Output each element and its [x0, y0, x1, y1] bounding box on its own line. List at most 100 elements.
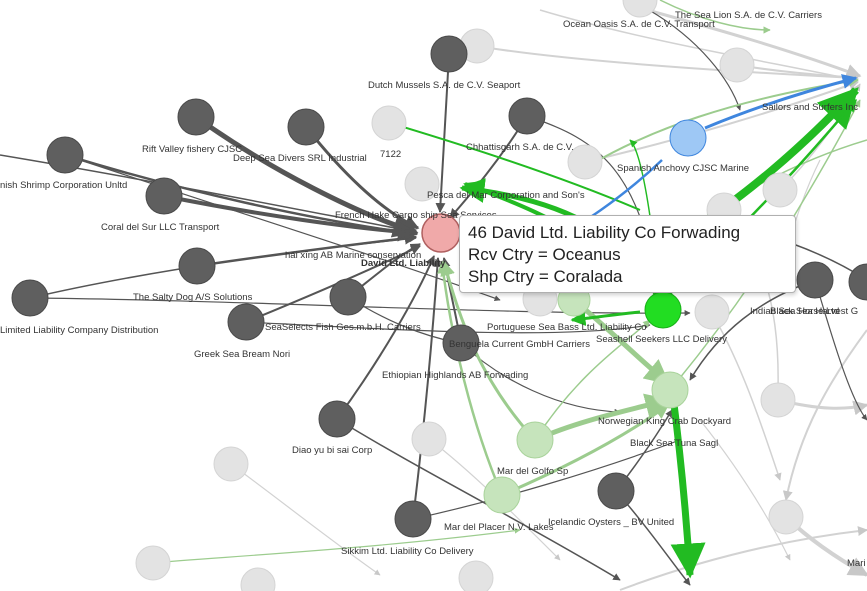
tooltip-ship-country: Shp Ctry = Coralada — [468, 267, 623, 286]
graph-node-light-green[interactable] — [483, 476, 521, 514]
node-label: Limited Liability Company Distribution — [0, 325, 158, 336]
node-label: Sailors and Surfers Inc — [762, 102, 858, 113]
node-label: Coral del Sur LLC Transport — [101, 222, 220, 233]
graph-node[interactable] — [318, 400, 356, 438]
faded-nodes — [135, 0, 804, 591]
graph-node[interactable] — [287, 108, 325, 146]
edge — [149, 527, 521, 564]
graph-node[interactable] — [597, 472, 635, 510]
edge — [29, 297, 691, 317]
node-label: Norwegian King Crab Dockyard — [598, 416, 731, 427]
edge — [639, 6, 862, 79]
graph-node[interactable] — [458, 560, 494, 591]
graph-node-light-green[interactable] — [516, 421, 554, 459]
node-label: Pesca del Mar Corporation and Son's — [427, 190, 585, 201]
graph-node[interactable] — [760, 382, 796, 418]
graph-node[interactable] — [394, 500, 432, 538]
edge — [814, 279, 867, 421]
graph-node[interactable] — [694, 294, 730, 330]
edge — [476, 45, 856, 83]
graph-node[interactable] — [848, 263, 867, 301]
tooltip-receive-country: Rcv Ctry = Oceanus — [468, 245, 621, 264]
graph-node[interactable] — [508, 97, 546, 135]
node-label: Benguela Current GmbH Carriers — [449, 339, 590, 350]
graph-node[interactable] — [404, 166, 440, 202]
edge — [699, 419, 791, 561]
edge — [230, 463, 381, 576]
edge — [659, 0, 771, 34]
node-label: The Sea Lion S.A. de C.V. Carriers — [675, 10, 822, 21]
tooltip-node-name: 46 David Ltd. Liability Co Forwading — [468, 223, 741, 242]
graph-node[interactable] — [329, 278, 367, 316]
node-label: Seashell Seekers LLC Delivery — [596, 334, 727, 345]
edge — [570, 310, 641, 326]
edge — [194, 114, 419, 238]
graph-node[interactable] — [768, 499, 804, 535]
graph-node[interactable] — [719, 47, 755, 83]
node-label: 7122 — [380, 149, 401, 160]
edge — [709, 309, 782, 481]
graph-node[interactable] — [213, 446, 249, 482]
node-label: David Ltd. Liability — [361, 258, 446, 269]
graph-node[interactable] — [227, 303, 265, 341]
graph-node[interactable] — [430, 35, 468, 73]
edge — [336, 418, 621, 581]
graph-node[interactable] — [145, 177, 183, 215]
graph-node[interactable] — [11, 279, 49, 317]
node-label: Mari — [847, 558, 865, 569]
edge — [704, 74, 858, 130]
graph-node[interactable] — [567, 144, 603, 180]
graph-node[interactable] — [762, 172, 798, 208]
edge — [782, 329, 867, 501]
graph-node[interactable] — [135, 545, 171, 581]
dark-edges — [0, 9, 867, 586]
edge — [619, 526, 867, 591]
edge — [689, 279, 816, 381]
graph-node-green[interactable] — [644, 291, 682, 329]
edge — [589, 76, 859, 166]
node-label: Dutch Mussels S.A. de C.V. Seaport — [368, 80, 521, 91]
edge — [437, 260, 504, 496]
graph-node[interactable] — [411, 421, 447, 457]
node-label: Greek Sea Bream Nori — [194, 349, 290, 360]
graph-node[interactable] — [442, 324, 480, 362]
edge — [435, 53, 450, 213]
node-label: hǎi xīng AB Marine conservation — [285, 250, 421, 261]
graph-node-blue[interactable] — [669, 119, 707, 157]
graph-node[interactable] — [178, 247, 216, 285]
node-label: Ethiopian Highlands AB Forwading — [382, 370, 528, 381]
edge — [389, 120, 641, 211]
node-label: SeaSelects Fish Ges.m.b.H. Carriers — [265, 322, 421, 333]
node-label: Mar del Golfo Sp — [497, 466, 568, 477]
edge — [501, 403, 670, 497]
graph-node[interactable] — [796, 261, 834, 299]
node-label: The Salty Dog A/S Solutions — [133, 292, 253, 303]
edge — [412, 257, 443, 520]
graph-node[interactable] — [177, 98, 215, 136]
edge — [29, 234, 417, 299]
node-label: Mar del Placer N.V. Lakes — [444, 522, 554, 533]
node-label: Spanish Anchovy CJSC Marine — [617, 163, 749, 174]
edge — [336, 255, 436, 420]
edge — [304, 126, 420, 230]
edge — [668, 387, 706, 579]
node-label: Ocean Oasis S.A. de C.V. Transport — [563, 19, 715, 30]
graph-node-light-green[interactable] — [651, 371, 689, 409]
node-label: Rift Valley fishery CJSC — [142, 144, 242, 155]
graph-node[interactable] — [622, 0, 658, 18]
node-tooltip: 46 David Ltd. Liability Co Forwading Rcv… — [459, 215, 796, 293]
edge — [460, 342, 621, 415]
edge — [412, 439, 681, 520]
node-label: Portuguese Sea Bass Ltd. Liability Co — [487, 322, 646, 333]
graph-node[interactable] — [46, 136, 84, 174]
node-label: French Hake Cargo ship Sea Services — [335, 210, 497, 221]
node-label: Black Sea Tuna Sagl — [630, 438, 718, 449]
node-label: Chhattisgarh S.A. de C.V. — [466, 142, 574, 153]
graph-node[interactable] — [240, 567, 276, 591]
node-label: Diao yu bi sai Corp — [292, 445, 372, 456]
graph-node[interactable] — [371, 105, 407, 141]
node-label: Indian Sea Horse Ltd — [750, 306, 839, 317]
node-label: Deep Sea Divers SRL Industrial — [233, 153, 367, 164]
edge — [648, 9, 742, 111]
